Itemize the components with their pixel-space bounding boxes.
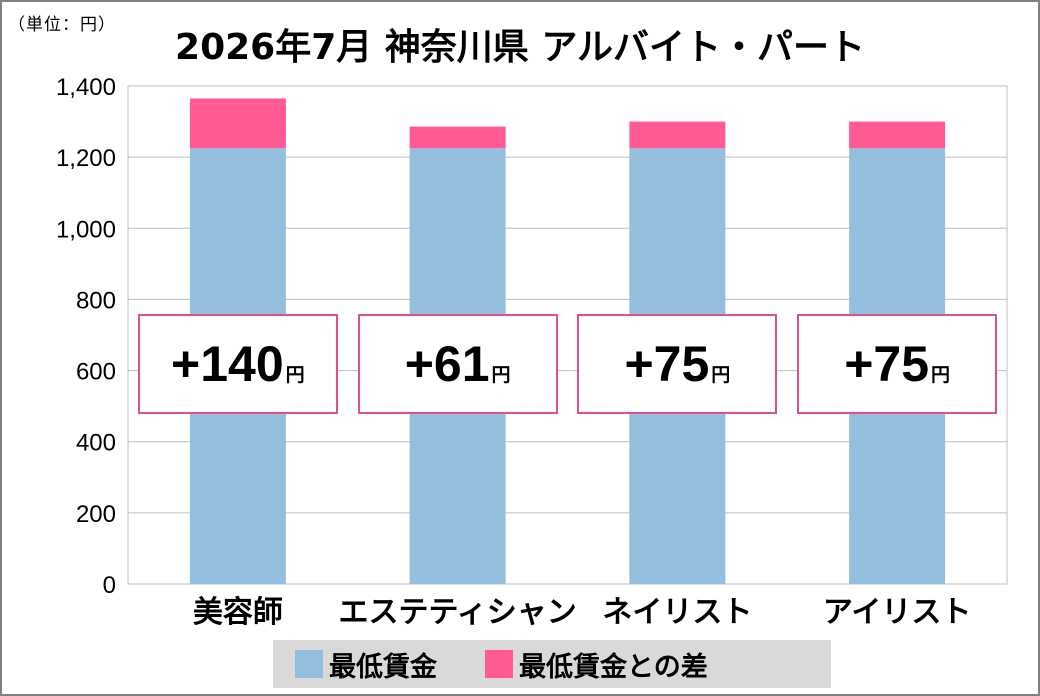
diff-value: +61: [404, 336, 490, 392]
x-category-label: ネイリスト: [602, 595, 752, 630]
y-tick-label: 1,000: [56, 216, 116, 243]
diff-annotation-box: +61 円: [357, 314, 558, 414]
diff-annotation-box: +75 円: [797, 314, 998, 414]
diff-unit: 円: [491, 363, 511, 386]
plot-area: [127, 85, 1008, 585]
diff-unit: 円: [285, 363, 305, 386]
diff-value: +75: [624, 336, 710, 392]
y-tick-label: 200: [76, 501, 116, 528]
diff-annotation-box: +140 円: [137, 314, 338, 414]
diff-value: +75: [844, 336, 930, 392]
x-category-label: エステティシャン: [339, 595, 577, 630]
bar-diff: [409, 126, 506, 149]
y-tick-label: 800: [76, 287, 116, 314]
bar-diff: [189, 98, 286, 149]
unit-label: （単位：円）: [8, 15, 116, 35]
chart-title: 2026年7月 神奈川県 アルバイト・パート: [175, 27, 865, 68]
diff-unit: 円: [711, 363, 731, 386]
bar-diff: [849, 121, 946, 149]
legend-label-base: 最低賃金: [329, 651, 437, 683]
y-tick-label: 1,200: [56, 145, 116, 172]
legend-label-diff: 最低賃金との差: [519, 651, 708, 683]
y-tick-label: 0: [103, 572, 116, 599]
diff-value: +140: [171, 336, 284, 392]
x-category-label: 美容師: [193, 595, 283, 630]
legend: 最低賃金 最低賃金との差: [273, 640, 831, 688]
diff-unit: 円: [931, 363, 951, 386]
diff-annotation-box: +75 円: [577, 314, 778, 414]
y-tick-label: 1,400: [56, 74, 116, 101]
x-category-label: アイリスト: [823, 595, 972, 630]
legend-item-diff: 最低賃金との差: [485, 645, 708, 684]
y-tick-label: 400: [76, 430, 116, 457]
bar-diff: [629, 121, 726, 149]
legend-item-base: 最低賃金: [295, 645, 437, 684]
y-tick-label: 600: [76, 359, 116, 386]
legend-swatch-base: [295, 650, 323, 678]
legend-swatch-diff: [485, 650, 513, 678]
